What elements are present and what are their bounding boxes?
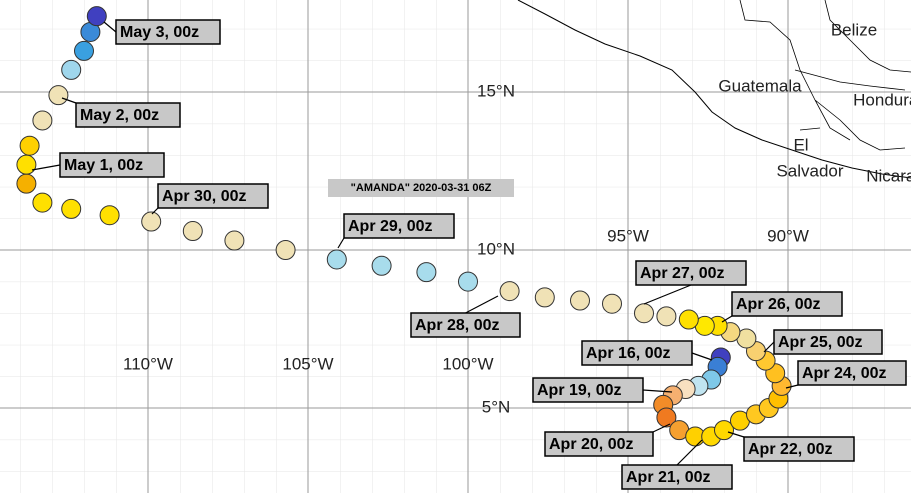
label-box (343, 213, 455, 239)
lon-label: 105°W (282, 354, 333, 373)
track-point (16, 154, 37, 175)
country-name: Honduras (853, 90, 911, 109)
track-point (61, 198, 82, 219)
date-label: Apr 20, 00z (549, 436, 633, 453)
label-box (157, 183, 269, 209)
date-label: May 3, 00z (120, 24, 199, 41)
date-label: May 2, 00z (80, 107, 159, 124)
leader-line (721, 315, 733, 323)
date-label: Apr 25, 00z (778, 334, 862, 351)
date-label: Apr 16, 00z (586, 345, 670, 362)
borders (739, 0, 911, 151)
track-point (48, 85, 69, 106)
track-point (416, 262, 437, 283)
lon-label: 95°W (607, 226, 649, 245)
label-box (621, 464, 733, 490)
label-box (581, 340, 693, 366)
track-point (275, 240, 296, 260)
date-label: May 1, 00z (64, 157, 143, 174)
label-box (544, 431, 654, 457)
track-point (86, 6, 107, 27)
track-point (678, 309, 699, 330)
label-box (410, 312, 521, 338)
track-point (534, 287, 555, 308)
label-box (797, 360, 907, 386)
leader-line (337, 237, 345, 249)
lat-label: 10°N (477, 239, 515, 258)
date-label: Apr 27, 00z (640, 265, 724, 282)
track-point (714, 420, 734, 441)
label-box (115, 19, 221, 45)
leader-line (643, 284, 692, 305)
date-label: Apr 30, 00z (162, 188, 246, 205)
map-title: "AMANDA" 2020-03-31 06Z (351, 182, 492, 194)
track-point (371, 255, 392, 276)
track-point (458, 271, 478, 292)
date-label: Apr 22, 00z (748, 441, 832, 458)
track-point (32, 192, 53, 213)
track-point (499, 281, 520, 302)
lon-label: 110°W (123, 354, 173, 373)
label-box (743, 436, 855, 462)
track-point (602, 293, 622, 314)
track-point (61, 59, 82, 80)
country-name: Nicaragua (866, 166, 911, 185)
label-box (635, 260, 747, 286)
leader-line (103, 21, 117, 33)
leader-line (61, 97, 77, 104)
track-point (74, 40, 94, 61)
date-label: Apr 21, 00z (626, 469, 710, 486)
leader-line (642, 389, 673, 393)
leader-line (465, 295, 499, 314)
track-point (141, 211, 162, 232)
track-point (656, 407, 677, 428)
date-label: Apr 29, 00z (348, 218, 432, 235)
track-point (326, 249, 347, 270)
track-point (182, 221, 203, 242)
label-box (731, 291, 843, 317)
track-point (19, 135, 40, 156)
country-name: Salvador (776, 161, 843, 180)
leader-line (151, 207, 159, 215)
country-name: El (793, 135, 808, 154)
leader-line (676, 439, 703, 466)
date-label: Apr 24, 00z (802, 365, 886, 382)
track-point (570, 290, 590, 311)
leader-line (727, 431, 745, 438)
track-point (99, 205, 120, 226)
country-name: Guatemala (718, 76, 802, 95)
lon-label: 100°W (442, 354, 493, 373)
leader-line (691, 352, 713, 361)
lon-label: 90°W (767, 226, 809, 245)
title-box (328, 179, 514, 197)
track-point (32, 110, 53, 131)
date-label: Apr 28, 00z (415, 317, 499, 334)
label-box (773, 329, 883, 355)
country-name: Belize (831, 20, 877, 39)
label-box (532, 377, 644, 403)
label-box (75, 102, 181, 128)
leader-line (31, 164, 61, 171)
date-label: Apr 19, 00z (537, 382, 621, 399)
date-label: Apr 26, 00z (736, 296, 820, 313)
label-box (59, 152, 165, 178)
track-point (224, 230, 245, 251)
leader-line (763, 341, 775, 353)
leader-line (785, 384, 799, 389)
lat-label: 15°N (477, 81, 515, 100)
track-point (656, 306, 677, 327)
coastline (517, 0, 911, 179)
track-point (16, 173, 37, 194)
lat-label: 5°N (482, 397, 511, 416)
track-point (634, 303, 654, 324)
leader-line (652, 423, 671, 433)
